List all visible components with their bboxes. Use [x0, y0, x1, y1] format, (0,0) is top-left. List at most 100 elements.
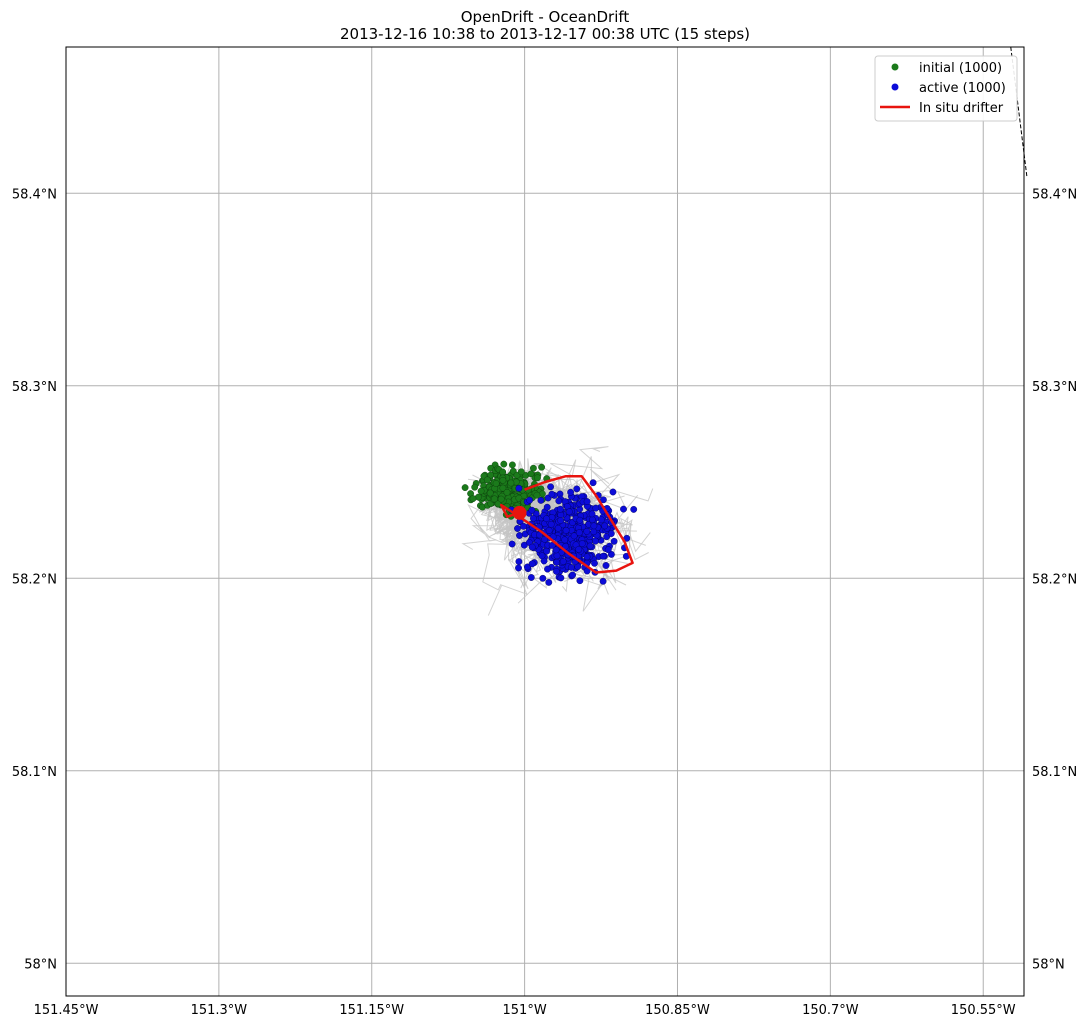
active-particle — [592, 504, 600, 512]
active-particle — [609, 488, 617, 496]
active-particle — [528, 560, 536, 568]
initial-particle — [527, 470, 535, 478]
initial-particle — [492, 480, 500, 487]
x-tick-label: 151.45°W — [34, 1003, 99, 1018]
active-particle — [598, 516, 605, 524]
drifter-track — [499, 475, 634, 574]
x-tick-label: 151.3°W — [191, 1003, 248, 1018]
y-tick-label-left: 58.1°N — [12, 765, 57, 780]
active-particle — [569, 571, 576, 579]
y-tick-label-left: 58.3°N — [12, 380, 57, 395]
map-title-line2: 2013-12-16 10:38 to 2013-12-17 00:38 UTC… — [340, 25, 750, 43]
x-tick-label: 151°W — [503, 1003, 547, 1018]
x-tick-label: 150.7°W — [802, 1003, 859, 1018]
active-particle — [591, 559, 598, 567]
active-particle — [520, 522, 527, 530]
active-particle — [599, 552, 607, 560]
active-particles — [507, 479, 638, 586]
active-particle — [552, 546, 560, 554]
active-particle — [530, 515, 537, 522]
active-particle — [548, 490, 556, 498]
active-particle — [528, 543, 536, 551]
active-particle — [590, 528, 598, 536]
active-particle — [592, 537, 599, 545]
active-particle — [586, 542, 594, 550]
active-particle — [567, 564, 575, 571]
active-particle — [589, 479, 597, 487]
y-tick-label-right: 58.3°N — [1032, 380, 1077, 395]
active-particle — [528, 506, 536, 514]
active-particle — [548, 542, 556, 549]
initial-particle — [499, 476, 507, 484]
active-particle — [590, 522, 598, 530]
active-particle — [602, 562, 610, 569]
legend: initial (1000) active (1000) In situ dri… — [874, 55, 1018, 122]
legend-drifter-label: In situ drifter — [919, 101, 1004, 116]
active-particle — [583, 553, 591, 561]
legend-active-label: active (1000) — [919, 81, 1006, 96]
initial-particle — [487, 471, 494, 479]
axis-tick-labels: 151.45°W 151.3°W 151.15°W 151°W 150.85°W 150.… — [12, 187, 1077, 1018]
active-particle — [573, 485, 581, 493]
active-particle — [630, 505, 638, 513]
y-tick-label-left: 58°N — [24, 957, 57, 972]
active-particle — [539, 574, 547, 582]
active-particle — [610, 537, 618, 545]
active-particle — [515, 558, 523, 565]
active-particle — [565, 508, 573, 516]
y-tick-label-right: 58.1°N — [1032, 765, 1077, 780]
active-particle — [575, 546, 583, 553]
active-particle — [575, 529, 583, 536]
active-particle — [514, 525, 521, 532]
active-particle — [562, 527, 570, 534]
initial-particle — [533, 491, 541, 499]
active-particle — [545, 579, 553, 586]
active-particle — [541, 535, 549, 543]
legend-active-marker — [891, 83, 899, 91]
initial-particle — [477, 487, 485, 495]
active-particle — [561, 536, 569, 544]
y-tick-label-right: 58°N — [1032, 957, 1065, 972]
active-particle — [553, 552, 561, 560]
initial-particle — [471, 483, 479, 491]
initial-particle — [469, 495, 477, 502]
initial-particle — [461, 484, 469, 491]
initial-particle — [534, 474, 541, 482]
x-tick-label: 150.85°W — [645, 1003, 710, 1018]
active-particle — [508, 540, 516, 548]
active-particle — [583, 528, 591, 535]
active-particle — [526, 496, 533, 504]
active-particle — [576, 577, 584, 585]
map-title-line1: OpenDrift - OceanDrift — [461, 8, 630, 26]
y-tick-label-left: 58.4°N — [12, 187, 57, 202]
active-particle — [578, 540, 586, 547]
drifter-end-marker — [512, 505, 527, 520]
active-particle — [599, 577, 607, 585]
initial-particle — [517, 468, 525, 476]
active-particle — [515, 564, 522, 572]
initial-particle — [499, 484, 507, 492]
initial-particle — [509, 461, 516, 469]
x-tick-label: 150.55°W — [951, 1003, 1016, 1018]
initial-particle — [486, 489, 494, 497]
initial-particle — [500, 460, 508, 468]
active-particle — [576, 516, 584, 524]
initial-particle — [497, 495, 505, 503]
x-tick-label: 151.15°W — [339, 1003, 404, 1018]
active-particle — [557, 574, 565, 582]
active-particle — [556, 505, 564, 513]
y-tick-label-right: 58.4°N — [1032, 187, 1077, 202]
active-particle — [545, 527, 553, 534]
active-particle — [555, 497, 563, 505]
active-particle — [607, 530, 615, 537]
active-particle — [570, 532, 578, 540]
active-particle — [516, 532, 523, 539]
y-tick-label-right: 58.2°N — [1032, 572, 1077, 587]
active-particle — [553, 568, 560, 575]
active-particle — [557, 517, 564, 524]
map-frame — [65, 46, 1025, 997]
active-particle — [601, 522, 609, 530]
legend-box — [874, 55, 1018, 122]
active-particle — [527, 574, 535, 581]
